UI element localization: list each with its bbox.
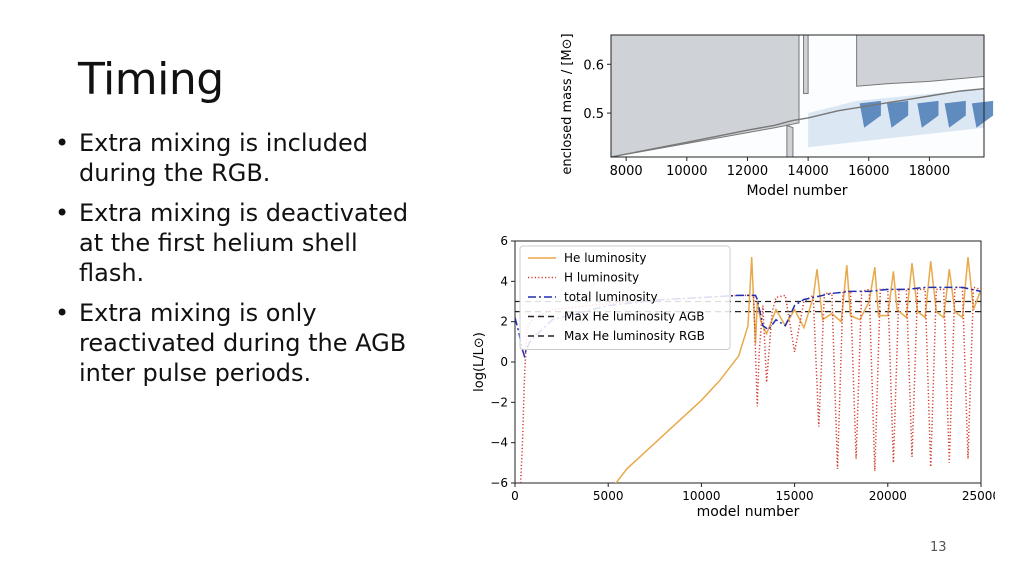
x-axis-label-2: model number xyxy=(697,504,800,520)
y-tick-label-1: 0.6 xyxy=(583,58,604,73)
bullet-text: Extra mixing is only reactivated during … xyxy=(79,299,407,387)
mixing-region-chart: 8000 10000 12000 14000 16000 18000 0.5 0.6 Mode… xyxy=(560,33,994,199)
x-tick-label-2: 25000 xyxy=(962,489,995,503)
convective-zone-right xyxy=(856,34,985,87)
axes-2: 0 5000 10000 15000 20000 25000 −6 −4 −2 0 2 4 6 xyxy=(490,234,995,503)
page-number: 13 xyxy=(930,540,947,555)
lower-convective-patch xyxy=(786,124,794,158)
legend: He luminosity H luminosity total luminosit… xyxy=(519,245,731,350)
x-tick-label-1: 10000 xyxy=(666,164,707,179)
bullet-dot-icon: • xyxy=(55,129,70,157)
x-tick-label-2: 10000 xyxy=(682,489,720,503)
bullet-dot-icon: • xyxy=(55,299,70,327)
convective-spike xyxy=(803,34,809,95)
mixing-pulse-band xyxy=(859,100,881,128)
mixing-pulse-band xyxy=(971,100,994,128)
x-tick-label-1: 18000 xyxy=(909,164,950,179)
y-tick-label-2: −2 xyxy=(490,395,508,409)
y-tick-label-2: 0 xyxy=(500,355,508,369)
mixing-pulse-band xyxy=(944,100,966,128)
mixing-pulse-band xyxy=(886,100,909,128)
y-axis-label-2: log(L/L⊙) xyxy=(472,332,487,392)
legend-label: Max He luminosity AGB xyxy=(564,310,705,324)
legend-label: He luminosity xyxy=(564,251,647,265)
mixing-region-layer xyxy=(610,34,994,158)
bullet-item: • Extra mixing is only reactivated during… xyxy=(55,298,415,388)
x-tick-label-1: 14000 xyxy=(787,164,828,179)
x-tick-label-1: 16000 xyxy=(848,164,889,179)
series-line-he-luminosity xyxy=(615,257,981,483)
x-tick-label-2: 5000 xyxy=(593,489,624,503)
legend-label: H luminosity xyxy=(564,271,639,285)
bullet-list: • Extra mixing is included during the RGB… xyxy=(55,128,415,398)
y-tick-label-2: 4 xyxy=(500,274,508,288)
core-boundary-line xyxy=(610,87,985,158)
bullet-item: • Extra mixing is deactivated at the firs… xyxy=(55,198,415,288)
x-axis-label-1: Model number xyxy=(746,183,847,199)
y-tick-label-2: 2 xyxy=(500,315,508,329)
legend-label: Max He luminosity RGB xyxy=(564,329,705,343)
x-tick-label-1: 12000 xyxy=(727,164,768,179)
bullet-text: Extra mixing is included during the RGB. xyxy=(79,129,368,187)
x-tick-label-1: 8000 xyxy=(610,164,643,179)
axes-1: 8000 10000 12000 14000 16000 18000 0.5 0.6 xyxy=(583,58,950,179)
plot-border-1 xyxy=(610,34,985,158)
x-tick-label-2: 0 xyxy=(511,489,519,503)
slide-title: Timing xyxy=(78,54,224,105)
x-tick-label-2: 15000 xyxy=(776,489,814,503)
y-axis-label-1: enclosed mass / [M⊙] xyxy=(560,33,575,174)
y-tick-label-2: −6 xyxy=(490,476,508,490)
mixing-pulse-band xyxy=(917,100,939,128)
bullet-item: • Extra mixing is included during the RGB… xyxy=(55,128,415,188)
legend-box xyxy=(519,245,731,350)
y-tick-label-2: −4 xyxy=(490,436,508,450)
legend-label: total luminosity xyxy=(564,290,658,304)
y-tick-label-2: 6 xyxy=(500,234,508,248)
luminosity-chart: 0 5000 10000 15000 20000 25000 −6 −4 −2 0 2 4 6 He l… xyxy=(472,234,995,520)
x-tick-label-2: 20000 xyxy=(869,489,907,503)
y-tick-label-1: 0.5 xyxy=(583,107,604,122)
bullet-dot-icon: • xyxy=(55,199,70,227)
bullet-text: Extra mixing is deactivated at the first… xyxy=(79,199,409,287)
